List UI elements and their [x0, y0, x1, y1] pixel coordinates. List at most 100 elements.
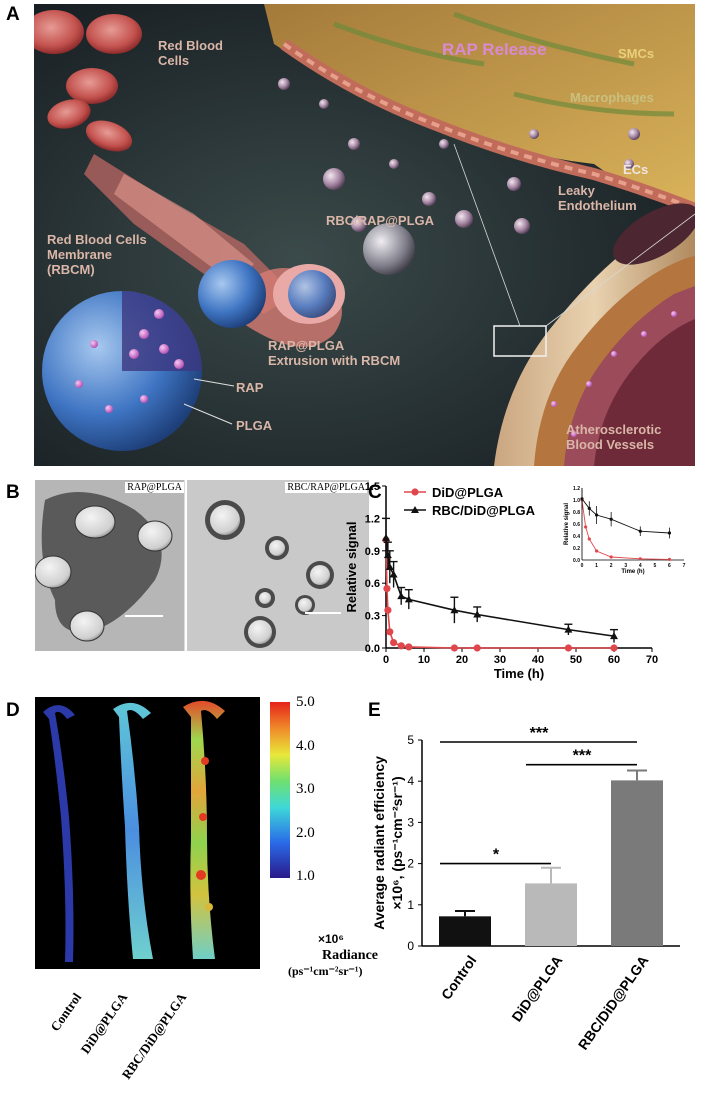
- significance-label: ***: [530, 725, 549, 742]
- panel-a-illustration: [34, 4, 695, 466]
- y-tick-label: 1.2: [365, 513, 380, 525]
- significance-label: *: [493, 847, 500, 864]
- data-point: [385, 563, 394, 570]
- inset-point: [667, 531, 672, 535]
- y-tick-label: 1: [407, 898, 414, 912]
- colorbar-tick-label: 1.0: [296, 868, 315, 884]
- label-macrophages: Macrophages: [570, 90, 654, 105]
- y-axis-label: Average radiant efficiency: [371, 756, 387, 930]
- data-point: [610, 644, 618, 652]
- inset-point: [580, 497, 584, 501]
- data-point: [383, 585, 391, 593]
- y-tick-label: 0.9: [365, 546, 380, 558]
- y-tick-label: 4: [407, 774, 414, 788]
- inset-y-tick-label: 0.0: [573, 558, 580, 564]
- inset-point: [609, 517, 613, 521]
- scale-units: (ps⁻¹cm⁻²sr⁻¹): [288, 964, 363, 978]
- y-tick-label: 0.3: [365, 611, 380, 623]
- legend-marker: [411, 488, 419, 496]
- sample-label-control: Control: [47, 990, 85, 1034]
- legend-marker: [411, 506, 419, 513]
- x-tick-label: 20: [456, 654, 468, 666]
- label-plga: PLGA: [236, 418, 273, 433]
- x-tick-label: 10: [418, 654, 430, 666]
- x-tick-label: Control: [438, 953, 480, 1003]
- inset-point: [638, 529, 642, 533]
- data-point: [404, 595, 413, 603]
- inset-y-tick-label: 0.2: [573, 546, 580, 552]
- data-point: [450, 644, 458, 652]
- x-tick-label: 40: [532, 654, 544, 666]
- inset-point: [609, 555, 613, 559]
- data-point: [382, 533, 390, 541]
- scale-multiplier: ×10⁶: [318, 932, 344, 946]
- inset-y-tick-label: 0.8: [573, 510, 580, 516]
- inset-x-tick-label: 1: [595, 563, 598, 569]
- inset-x-tick-label: 7: [683, 563, 686, 569]
- label-rbcm: Red Blood Cells Membrane (RBCM): [47, 232, 147, 277]
- y-tick-label: 2: [407, 857, 414, 871]
- panel-label-e: E: [368, 700, 381, 721]
- legend-label: RBC/DiD@PLGA: [432, 503, 536, 518]
- y-tick-label: 1.5: [365, 481, 380, 493]
- inset-point: [584, 525, 588, 529]
- panel-b-tem: RAP@PLGA RBC/RAP@PLGA: [34, 480, 369, 651]
- y-tick-label: 3: [407, 815, 414, 829]
- inset-x-tick-label: 3: [624, 563, 627, 569]
- inset-point: [667, 557, 672, 561]
- legend-label: DiD@PLGA: [432, 485, 504, 500]
- colorbar-tick-label: 4.0: [296, 737, 315, 754]
- y-tick-label: 0: [407, 939, 414, 953]
- tem-images: [34, 480, 369, 651]
- panel-label-b: B: [6, 482, 20, 503]
- panel-e-chart: 0 1 2 3 4 5 Average radiant efficiency ×10⁶, (p…: [371, 725, 680, 1053]
- data-point: [384, 606, 392, 614]
- inset-point: [587, 506, 591, 510]
- label-rap-release: RAP Release: [442, 40, 547, 59]
- label-ecs: ECs: [623, 162, 649, 177]
- data-point: [473, 610, 482, 618]
- inset-y-tick-label: 0.4: [573, 534, 580, 540]
- inset-y-tick-label: 1.2: [573, 486, 580, 492]
- fluorescence-image: [35, 697, 260, 969]
- y-axis-label: Relative signal: [344, 521, 359, 612]
- label-extrusion: RAP@PLGA Extrusion with RBCM: [268, 338, 401, 368]
- bar-2: [611, 780, 663, 946]
- series-line-1: [385, 537, 615, 637]
- x-tick-label: 50: [570, 654, 582, 666]
- data-point: [389, 570, 398, 578]
- bar-1: [525, 883, 577, 946]
- data-point: [610, 632, 618, 640]
- panel-label-a: A: [6, 4, 20, 25]
- data-point: [405, 643, 413, 651]
- x-tick-label: 60: [608, 654, 620, 666]
- data-point: [386, 628, 394, 636]
- label-rap: RAP: [236, 380, 264, 395]
- panel-label-d: D: [6, 700, 20, 721]
- y-tick-label: 0.0: [365, 643, 380, 655]
- label-rbc-rap-plga: RBC/RAP@PLGA: [326, 213, 435, 228]
- data-point: [450, 606, 459, 614]
- y-tick-label: 0.6: [365, 578, 380, 590]
- x-tick-label: 0: [383, 654, 389, 666]
- data-point: [397, 642, 405, 650]
- x-tick-label: 30: [494, 654, 506, 666]
- label-atherosclerotic: Atherosclerotic Blood Vessels: [566, 422, 662, 452]
- inset-point: [587, 537, 591, 541]
- inset-point: [638, 557, 642, 561]
- colorbar-tick-label: 3.0: [296, 781, 315, 797]
- colorbar: [270, 702, 290, 878]
- x-tick-label: DiD@PLGA: [508, 953, 565, 1025]
- inset-x-tick-label: 5: [653, 563, 656, 569]
- y-axis-label: ×10⁶, (ps⁻¹cm⁻²sr⁻¹): [389, 776, 405, 909]
- data-point: [473, 644, 481, 652]
- tem-label-right: RBC/RAP@PLGA: [285, 482, 367, 493]
- inset-x-tick-label: 4: [639, 563, 642, 569]
- inset-x-label: Time (h): [621, 569, 644, 575]
- illustration-art: [34, 4, 695, 466]
- inset-series-line-1: [581, 498, 670, 534]
- x-axis-label: Time (h): [494, 666, 544, 681]
- inset-point: [594, 549, 599, 553]
- inset-y-tick-label: 0.6: [573, 522, 580, 528]
